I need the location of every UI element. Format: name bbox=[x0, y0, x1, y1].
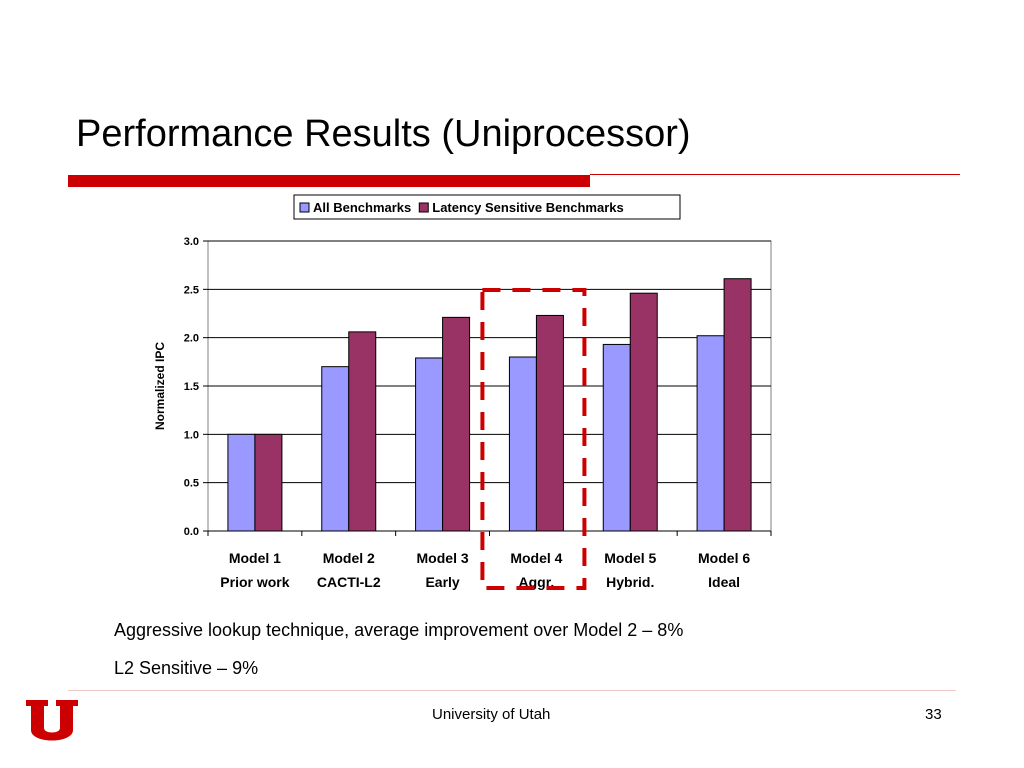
bar-all-benchmarks-2 bbox=[321, 366, 350, 532]
bar-latency-sensitive-2 bbox=[348, 331, 377, 532]
y-axis-label: Normalized IPC bbox=[153, 342, 167, 430]
x-category-label: Model 5 bbox=[604, 550, 656, 566]
bar-all-benchmarks-4 bbox=[508, 356, 537, 532]
x-category-sublabel: Ideal bbox=[708, 574, 740, 590]
y-tick-label: 3.0 bbox=[184, 236, 199, 248]
x-category-sublabel: Hybrid. bbox=[606, 574, 654, 590]
x-category-label: Model 4 bbox=[510, 550, 562, 566]
x-category-label: Model 3 bbox=[417, 550, 469, 566]
university-u-logo-icon bbox=[26, 700, 78, 741]
highlight-box bbox=[480, 288, 587, 590]
title-rule-thick bbox=[68, 175, 590, 187]
y-tick-label: 1.5 bbox=[184, 381, 199, 393]
bar-all-benchmarks-3 bbox=[415, 357, 444, 532]
bullet-1: Aggressive lookup technique, average imp… bbox=[114, 620, 684, 640]
y-tick-label: 2.5 bbox=[184, 284, 199, 296]
bar-all-benchmarks-5 bbox=[602, 343, 631, 532]
bar-latency-sensitive-6 bbox=[723, 278, 752, 532]
y-tick-label: 1.0 bbox=[184, 429, 199, 441]
y-tick-label: 0.0 bbox=[184, 526, 199, 538]
legend-swatch bbox=[418, 202, 429, 213]
bar-all-benchmarks-1 bbox=[227, 433, 256, 532]
x-category-sublabel: Prior work bbox=[220, 574, 289, 590]
title-rule-thin bbox=[590, 174, 960, 175]
x-category-sublabel: Early bbox=[425, 574, 459, 590]
footer-university: University of Utah bbox=[432, 706, 551, 723]
y-tick-label: 0.5 bbox=[184, 478, 199, 490]
bar-latency-sensitive-3 bbox=[442, 316, 471, 532]
bar-latency-sensitive-4 bbox=[535, 314, 564, 532]
bar-latency-sensitive-5 bbox=[629, 292, 658, 532]
bar-latency-sensitive-1 bbox=[254, 433, 283, 532]
slide-title: Performance Results (Uniprocessor) bbox=[76, 113, 691, 155]
x-category-sublabel: CACTI-L2 bbox=[317, 574, 381, 590]
x-category-label: Model 6 bbox=[698, 550, 750, 566]
x-category-label: Model 1 bbox=[229, 550, 281, 566]
bullet-2: L2 Sensitive – 9% bbox=[114, 658, 259, 678]
x-category-label: Model 2 bbox=[323, 550, 375, 566]
legend bbox=[293, 194, 681, 220]
legend-swatch bbox=[299, 202, 310, 213]
y-tick-label: 2.0 bbox=[184, 333, 199, 345]
legend-entry: All Benchmarks bbox=[313, 200, 411, 215]
legend-entry: Latency Sensitive Benchmarks bbox=[432, 200, 623, 215]
page-number: 33 bbox=[925, 706, 942, 723]
footer-rule bbox=[68, 690, 956, 691]
bar-all-benchmarks-6 bbox=[696, 335, 725, 532]
